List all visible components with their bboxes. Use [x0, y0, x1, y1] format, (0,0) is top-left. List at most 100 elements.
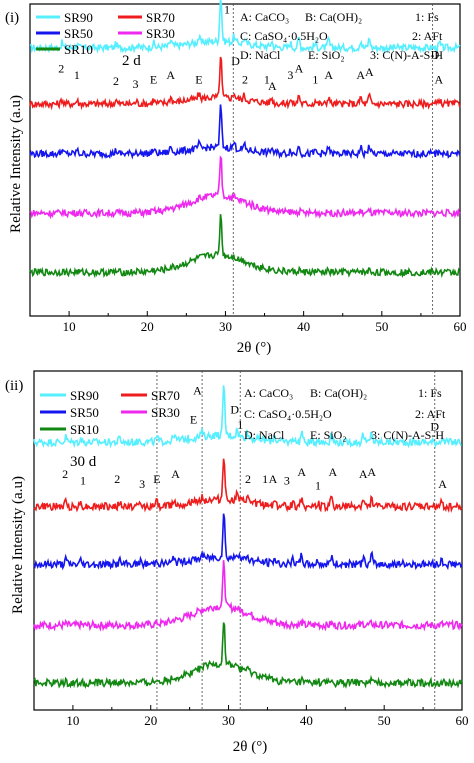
peak-annotation: E — [195, 73, 202, 87]
peak-annotation: A — [356, 68, 365, 82]
x-tick-label: 10 — [63, 319, 76, 334]
legend-label: SR50 — [70, 405, 99, 420]
key-caco3: A: CaCO₃ — [240, 10, 289, 24]
peak-annotation: 1 — [237, 418, 243, 432]
peak-annotation: A — [435, 73, 444, 87]
key-aft: 2: AFt — [412, 29, 443, 43]
x-tick-label: 50 — [375, 319, 388, 334]
legend-label: SR70 — [146, 10, 175, 25]
panel-label: (ii) — [5, 378, 23, 394]
key-fs: 1: Fs — [418, 386, 442, 400]
x-axis-label: 2θ (°) — [233, 739, 267, 755]
peak-annotation: 1 — [312, 73, 318, 87]
legend-item-sr50: SR50 — [36, 26, 93, 41]
panel-2d: A1DD2123EAE21A3A1AAAA102030405060 (i) 2 … — [5, 0, 467, 356]
legend-label: SR30 — [151, 405, 180, 420]
x-tick-label: 10 — [66, 713, 79, 728]
peak-annotation: A — [359, 467, 368, 481]
series-line-sr10 — [29, 214, 461, 279]
peak-annotation: 2 — [58, 62, 64, 76]
peak-annotation: 1 — [315, 479, 321, 493]
legend-label: SR10 — [64, 42, 93, 57]
key-fs: 1: Fs — [415, 10, 439, 24]
x-tick-label: 20 — [141, 319, 154, 334]
peak-annotation: A — [438, 477, 447, 491]
series-line-sr30 — [29, 155, 461, 220]
x-tick-label: 30 — [222, 713, 235, 728]
peak-annotation: D — [230, 402, 239, 416]
peak-annotation: A — [202, 0, 211, 1]
key-cnash: 3: C(N)-A-S-H — [370, 48, 443, 62]
plot-frame — [33, 370, 463, 711]
key-caoh2: B: Ca(OH)₂ — [305, 10, 362, 24]
x-tick-label: 40 — [300, 713, 313, 728]
key-aft: 2: AFt — [415, 407, 446, 421]
peak-annotation: 3 — [133, 77, 139, 91]
series-line-sr70 — [29, 56, 461, 111]
legend-item-sr10: SR10 — [36, 42, 93, 57]
y-axis-label: Relative Intensity (a.u) — [10, 476, 26, 614]
x-axis-label: 2θ (°) — [237, 340, 271, 356]
peak-annotation: 2 — [114, 472, 120, 486]
legend-item-sr30: SR30 — [118, 26, 175, 41]
peak-annotation: 2 — [62, 467, 68, 481]
peak-annotation: A — [171, 467, 180, 481]
peak-annotation: 3 — [287, 68, 293, 82]
age-label: 2 d — [122, 53, 141, 69]
peak-annotation: E — [190, 413, 197, 427]
x-tick-label: 50 — [378, 713, 391, 728]
key-nacl: D: NaCl — [244, 428, 285, 442]
peak-annotation: 3 — [284, 474, 290, 488]
legend-item-sr70: SR70 — [118, 10, 175, 25]
key-caso4: C: CaSO₄·0.5H₂O — [244, 407, 332, 421]
peak-annotation: 1 — [80, 474, 86, 488]
legend-item-sr90: SR90 — [40, 388, 99, 403]
age-label: 30 d — [70, 454, 97, 470]
legend-label: SR90 — [70, 388, 99, 403]
legend-item-sr50: SR50 — [40, 405, 99, 420]
peak-annotation: A — [365, 65, 374, 79]
plot-frame — [29, 3, 461, 317]
legend-label: SR90 — [64, 10, 93, 25]
x-tick-label: 60 — [456, 713, 469, 728]
panel-label: (i) — [5, 10, 19, 26]
peak-annotation: E — [153, 472, 160, 486]
series-line-sr90 — [33, 385, 462, 449]
legend-item-sr30: SR30 — [121, 405, 180, 420]
key-caso4: C: CaSO₄·0.5H₂O — [240, 29, 328, 43]
peak-annotation: A — [166, 68, 175, 82]
key-caoh2: B: Ca(OH)₂ — [310, 386, 367, 400]
peak-annotation: A — [328, 465, 337, 479]
peak-annotation: E — [150, 73, 157, 87]
series-line-sr30 — [33, 560, 463, 632]
series-line-sr50 — [29, 104, 461, 160]
legend-label: SR50 — [64, 26, 93, 41]
key-sio2: E: SiO₂ — [310, 428, 347, 442]
legend-label: SR70 — [151, 388, 180, 403]
peak-annotation: 1 — [262, 472, 268, 486]
peak-annotation: 2 — [242, 73, 248, 87]
legend-item-sr70: SR70 — [121, 388, 180, 403]
key-nacl: D: NaCl — [240, 48, 281, 62]
legend-label: SR10 — [70, 422, 99, 437]
peak-annotation: D — [430, 419, 439, 433]
x-tick-label: 40 — [297, 319, 310, 334]
peak-annotation: A — [268, 79, 277, 93]
legend-label: SR30 — [146, 26, 175, 41]
series-line-sr70 — [33, 458, 463, 514]
key-sio2: E: SiO₂ — [308, 48, 345, 62]
peak-annotation: A — [295, 62, 304, 76]
peak-annotation: 1 — [264, 73, 270, 87]
peak-annotation: 1 — [74, 68, 80, 82]
x-tick-label: 20 — [144, 713, 157, 728]
peak-annotation: A — [324, 68, 333, 82]
peak-annotation: A — [297, 465, 306, 479]
x-tick-label: 60 — [454, 319, 467, 334]
y-axis-label: Relative Intensity (a.u) — [8, 95, 24, 233]
x-tick-label: 30 — [219, 319, 232, 334]
peak-annotation: A — [269, 472, 278, 486]
legend-item-sr90: SR90 — [36, 10, 93, 25]
peak-annotation: A — [193, 384, 202, 398]
series-line-sr10 — [33, 622, 463, 690]
